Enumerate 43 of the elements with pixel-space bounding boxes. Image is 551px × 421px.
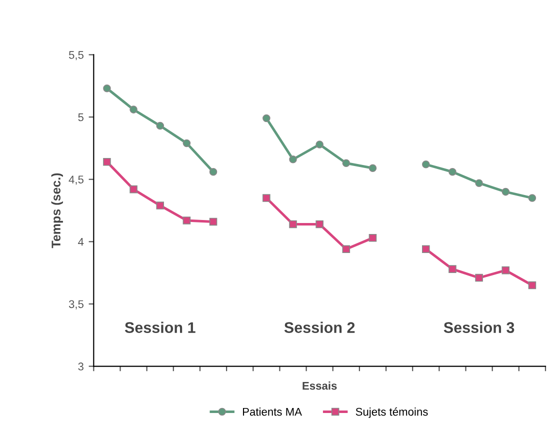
point bbox=[316, 220, 324, 228]
point bbox=[368, 234, 377, 242]
point bbox=[316, 140, 324, 148]
point bbox=[289, 156, 297, 164]
annotation: Session 1 bbox=[124, 322, 196, 333]
legend-label: Sujets témoins bbox=[356, 407, 428, 418]
point bbox=[156, 122, 164, 130]
point bbox=[502, 266, 510, 274]
point bbox=[103, 158, 111, 166]
point bbox=[209, 218, 218, 226]
point bbox=[262, 114, 270, 122]
y-tick-label: 3,5 bbox=[68, 300, 84, 310]
point bbox=[528, 281, 536, 290]
point bbox=[182, 216, 191, 224]
point bbox=[342, 245, 350, 254]
y-tick-label: 3 bbox=[78, 362, 84, 370]
point bbox=[448, 265, 456, 273]
annotation: Session 2 bbox=[284, 322, 355, 333]
point bbox=[342, 159, 350, 168]
y-tick-label: 4,5 bbox=[68, 176, 84, 185]
y-tick-label: 5 bbox=[78, 113, 84, 122]
point bbox=[130, 106, 138, 114]
point bbox=[289, 220, 297, 228]
annotation: Session 3 bbox=[444, 322, 514, 334]
point bbox=[156, 202, 164, 210]
point bbox=[368, 164, 377, 172]
point bbox=[422, 245, 430, 254]
point bbox=[475, 179, 483, 187]
point bbox=[130, 185, 138, 194]
point bbox=[262, 194, 270, 202]
point bbox=[209, 168, 218, 176]
point bbox=[182, 139, 191, 148]
y-axis-title: Temps (sec.) bbox=[51, 173, 63, 248]
x-axis-title: Essais bbox=[302, 382, 337, 390]
point bbox=[103, 84, 111, 92]
y-tick-label: 4 bbox=[78, 238, 84, 246]
point bbox=[475, 274, 483, 282]
point bbox=[502, 188, 510, 196]
legend-label: Patients MA bbox=[242, 408, 302, 416]
point bbox=[528, 194, 536, 202]
point bbox=[448, 168, 456, 176]
point bbox=[422, 160, 430, 168]
y-tick-label: 5,5 bbox=[68, 51, 84, 60]
